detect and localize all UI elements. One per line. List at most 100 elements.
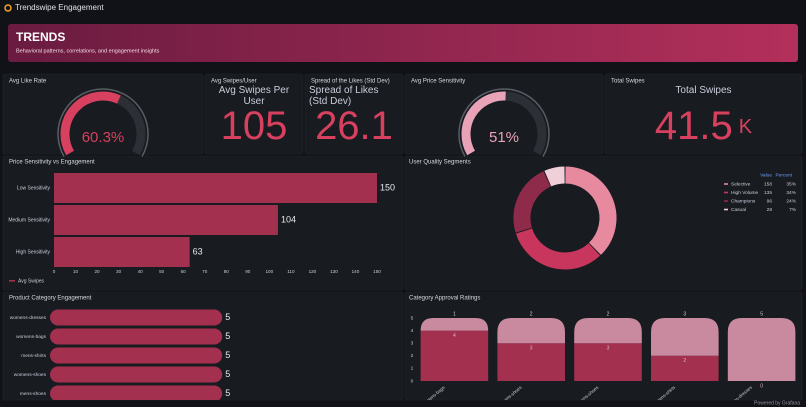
panel-title: Avg Price Sensitivity <box>411 79 465 85</box>
value-label: 2 <box>530 311 533 317</box>
legend-percent: 7% <box>789 207 797 213</box>
y-tick-label: Medium Sensitivity <box>8 217 50 223</box>
stat-number: 26.1 <box>315 104 393 148</box>
gauge-value <box>461 91 506 156</box>
legend-value: 135 <box>764 190 772 196</box>
y-tick-label: 4 <box>411 328 414 334</box>
gauge-label: 60.3% <box>82 129 125 146</box>
legend-swatch <box>9 280 15 282</box>
bar-segment <box>420 318 489 331</box>
bar <box>50 347 223 364</box>
x-tick-label: 140 <box>352 269 360 274</box>
bar <box>50 309 223 326</box>
bar-segment <box>420 330 489 381</box>
x-tick-label: 30 <box>116 269 122 274</box>
value-label: 63 <box>193 246 203 256</box>
value-label: 3 <box>530 346 533 352</box>
logo <box>4 4 12 12</box>
gauge-unit: % <box>111 129 124 146</box>
legend-label: Selective <box>731 181 751 187</box>
donut-segment <box>515 228 601 270</box>
gauge-threshold <box>57 88 149 157</box>
legend-swatch <box>724 183 728 185</box>
gauge-label: 51% <box>489 129 519 146</box>
x-tick-label: 50 <box>159 269 165 274</box>
panel <box>2 73 204 155</box>
stat-value: 26.1 <box>315 104 393 148</box>
value-label: 5 <box>225 388 230 398</box>
value-label: 3 <box>683 311 686 317</box>
panel <box>304 73 404 155</box>
y-tick-label: womens-bags <box>16 334 46 340</box>
x-tick-label: 10 <box>73 269 79 274</box>
legend-percent: 35% <box>786 181 796 187</box>
app-title: Trendswipe Engagement <box>15 3 104 12</box>
legend-percent: 24% <box>786 198 796 204</box>
value-label: 3 <box>607 346 610 352</box>
y-tick-label: womens-dresses <box>10 315 47 321</box>
bar-segment <box>727 318 796 381</box>
x-tick-label: 20 <box>95 269 101 274</box>
y-tick-label: womens-shoes <box>14 372 47 378</box>
donut-segment <box>513 171 551 233</box>
stat-label-box: Avg Swipes Per User <box>218 85 290 107</box>
panel-title: Price Sensitivity vs Engagement <box>9 160 95 166</box>
value-label: 0 <box>760 383 763 389</box>
bar <box>54 205 278 235</box>
legend-value: 28 <box>767 207 773 213</box>
legend-label: Champions <box>731 198 756 204</box>
value-label: 4 <box>453 333 456 339</box>
legend-value: 96 <box>767 198 773 204</box>
x-tick-label: 70 <box>202 269 208 274</box>
stat-label-box: Spread of Likes (Std Dev) <box>309 85 379 107</box>
legend-swatch <box>724 200 728 202</box>
plot: 41womens-bags32mens-shoes32womens-shoes2… <box>420 311 796 400</box>
y-tick-label: 5 <box>411 315 414 321</box>
panel-title: Spread of the Likes (Std Dev) <box>311 79 390 85</box>
x-tick-label: 120 <box>309 269 317 274</box>
legend-label: Casual <box>731 207 746 213</box>
gauge-value <box>60 91 121 156</box>
stat-label: Total Swipes <box>675 85 732 96</box>
y-tick-label: 3 <box>411 340 414 346</box>
value-label: 150 <box>380 182 395 192</box>
gauge-unit: % <box>506 129 519 146</box>
value-label: 5 <box>225 331 230 341</box>
legend-percent: 34% <box>786 190 796 196</box>
legend-header: Percent <box>775 172 792 178</box>
bar <box>50 385 223 400</box>
value-label: 5 <box>760 311 763 317</box>
panel-title: Total Swipes <box>611 79 645 85</box>
x-tick-label: 130 <box>330 269 338 274</box>
value-label: 1 <box>453 311 456 317</box>
gauge-number: 60.3 <box>82 129 111 146</box>
bar-segment <box>497 318 565 344</box>
banner <box>8 24 798 62</box>
x-tick-label: 80 <box>224 269 230 274</box>
plot: womens-dresses 5 womens-bags 5 mens-shirts 5 w… <box>10 309 230 400</box>
stat-value: 105 <box>221 104 288 148</box>
panel-title: Category Approval Ratings <box>409 296 480 302</box>
bar <box>50 328 223 345</box>
gauge-number: 51 <box>489 129 506 146</box>
x-tick-label: 60 <box>181 269 187 274</box>
x-tick-label: 100 <box>265 269 273 274</box>
bar <box>54 237 190 267</box>
y-tick-label: High Sensitivity <box>16 249 51 255</box>
y-tick-label: 2 <box>411 353 414 359</box>
donut-segment <box>544 166 566 187</box>
legend-header: Value <box>760 172 772 178</box>
stat-label: Avg Swipes Per User <box>218 85 290 107</box>
legend-swatch <box>724 208 728 211</box>
stat-label: Spread of Likes (Std Dev) <box>309 85 379 107</box>
stat-number: 105 <box>221 104 288 148</box>
y-tick-label: mens-shirts <box>21 353 46 359</box>
value-label: 5 <box>225 369 230 379</box>
gauge-threshold <box>458 88 550 157</box>
banner-subtitle: Behavioral patterns, correlations, and e… <box>16 48 160 54</box>
value-label: 104 <box>281 214 296 224</box>
panel <box>604 73 803 155</box>
value-label: 5 <box>225 350 230 360</box>
y-tick-label: 0 <box>411 378 414 384</box>
